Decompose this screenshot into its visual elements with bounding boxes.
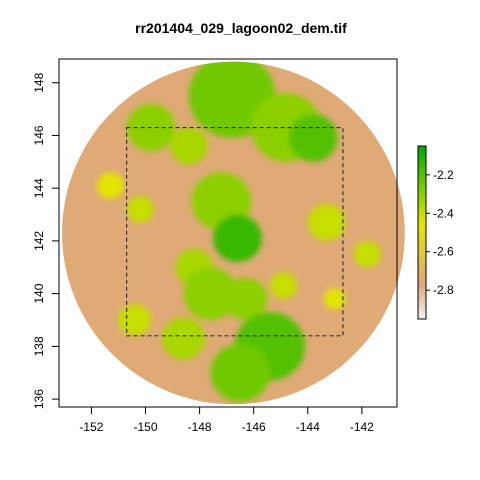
raster-patch <box>183 267 238 320</box>
dashed-box-rect <box>125 126 344 337</box>
y-tick-label: 142 <box>32 231 46 251</box>
dashed-extent-box <box>125 126 344 337</box>
x-axis: -152 -150 -148 -146 -144 -142 <box>79 407 374 434</box>
raster-patch <box>213 214 262 262</box>
raster-patch <box>118 304 151 336</box>
x-tick-label: -152 <box>79 420 103 434</box>
raster-patch <box>210 343 270 402</box>
colorbar-tick-label: -2.4 <box>433 206 454 220</box>
y-tick-label: 146 <box>32 125 46 145</box>
raster-image <box>62 61 405 405</box>
colorbar: -2.8 -2.6 -2.4 -2.2 <box>417 145 454 320</box>
x-tick-label: -144 <box>296 420 320 434</box>
x-tick-label: -146 <box>242 420 266 434</box>
raster-patch <box>353 240 381 268</box>
raster-patch <box>223 277 268 320</box>
y-axis: 136 138 140 142 144 146 148 <box>32 72 59 409</box>
colorbar-tick-label: -2.2 <box>433 168 454 182</box>
raster-patch <box>323 288 346 310</box>
raster-patch <box>161 317 206 360</box>
y-tick-label: 140 <box>32 283 46 303</box>
raster-patch <box>288 114 338 162</box>
colorbar-gradient <box>417 145 427 320</box>
x-tick-label: -148 <box>188 420 212 434</box>
x-tick-label: -150 <box>134 420 158 434</box>
plot-frame <box>58 58 398 408</box>
y-tick-label: 136 <box>32 389 46 409</box>
y-tick-label: 138 <box>32 336 46 356</box>
raster-patch <box>126 196 154 223</box>
raster-patch <box>307 204 346 241</box>
colorbar-tick-label: -2.8 <box>433 283 454 297</box>
y-tick-label: 144 <box>32 178 46 198</box>
x-tick-label: -142 <box>350 420 374 434</box>
raster-patch <box>169 127 208 165</box>
chart-title: rr201404_029_lagoon02_dem.tif <box>135 20 347 36</box>
colorbar-tick-label: -2.6 <box>433 245 454 259</box>
y-tick-label: 148 <box>32 72 46 92</box>
raster-patch <box>269 272 297 299</box>
raster-patch <box>96 172 124 199</box>
